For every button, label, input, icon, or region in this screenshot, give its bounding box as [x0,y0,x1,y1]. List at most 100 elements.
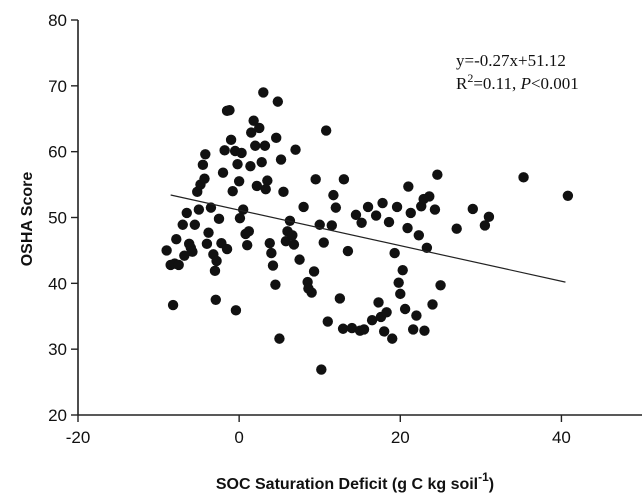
data-point [275,154,287,165]
data-point [403,181,414,192]
data-point [318,237,329,248]
data-point [200,149,211,160]
data-point [399,303,411,315]
y-tick-label: 60 [48,143,67,162]
data-point [338,174,350,185]
data-point [346,322,358,334]
data-point [383,216,395,228]
data-point [377,197,388,209]
data-point [246,127,257,138]
data-point [429,204,441,215]
data-point [189,219,201,230]
x-tick-label: 40 [552,428,571,447]
data-point [259,140,271,151]
data-point [219,145,230,156]
regression-equation: y=-0.27x+51.12 [456,51,566,70]
data-point [161,245,172,256]
data-point [402,222,413,234]
data-point [342,245,354,257]
data-point [337,323,349,334]
data-point [395,288,406,300]
data-point [413,230,425,241]
data-point [217,167,229,178]
data-point [250,140,261,151]
data-point [378,326,390,337]
data-point [350,209,362,221]
data-point [290,144,301,155]
data-point [419,325,430,336]
data-point [227,185,238,197]
data-point [224,104,235,116]
data-point [256,157,267,168]
data-point [358,324,370,335]
data-point [181,207,192,219]
data-point [221,243,233,255]
data-point [278,186,289,198]
data-point [245,160,256,172]
y-tick-label: 70 [48,77,67,96]
data-point [391,201,403,213]
data-point [271,132,282,144]
data-point [381,307,392,318]
data-point [201,238,213,250]
data-point [167,299,179,311]
data-points [161,87,574,375]
data-point [225,134,237,146]
data-point [211,255,222,267]
data-point [213,213,225,225]
data-point [334,293,346,304]
data-point [193,204,205,215]
data-point [356,217,367,228]
data-point [187,246,198,257]
data-point [248,115,259,126]
data-point [366,315,378,326]
x-tick-label: 20 [391,428,410,447]
data-point [303,283,314,294]
regression-line [170,194,566,283]
data-point [264,237,275,249]
data-point [405,207,416,219]
x-axis-title: SOC Saturation Deficit (g C kg soil-1) [216,470,494,493]
data-point [479,220,491,231]
data-point [230,305,242,316]
data-point [236,147,247,159]
data-point [210,294,221,305]
data-point [243,226,255,237]
data-point [370,210,382,221]
data-point [407,324,419,335]
data-point [262,175,273,186]
data-point [362,201,374,213]
data-point [518,172,529,183]
data-point [373,297,384,308]
data-point [287,230,298,241]
axes: 20 30 40 50 60 70 80 -20 0 20 40 [48,11,642,447]
data-point [270,279,281,290]
data-point [298,201,309,213]
x-tick-label: 0 [234,428,243,447]
data-point [266,247,277,259]
data-point [427,299,438,310]
data-point [310,174,321,185]
data-point [562,190,574,201]
x-tick-label: -20 [66,428,91,447]
data-point [397,264,408,276]
data-point [234,212,246,224]
r-squared-annotation: R2=0.11, P<0.001 [456,71,579,93]
data-point [199,173,210,184]
data-point [260,183,271,195]
data-point [467,203,478,215]
data-point [274,333,285,344]
data-point [232,158,243,170]
data-point [203,227,214,238]
data-point [322,316,333,327]
data-point [233,176,245,187]
data-point [308,266,320,277]
data-point [171,234,182,245]
data-point [328,189,339,201]
data-point [251,180,263,192]
data-point [267,260,279,271]
data-point [173,259,184,271]
data-point [242,239,253,251]
data-point [209,265,221,277]
